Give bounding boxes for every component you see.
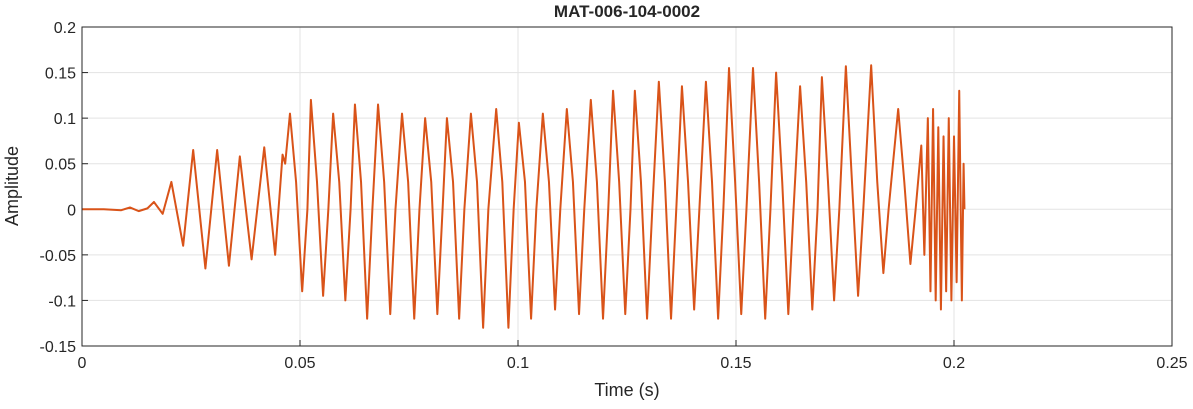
x-tick-label: 0 <box>78 355 87 372</box>
axes-box <box>81 26 1173 347</box>
y-axis-label: Amplitude <box>2 146 22 226</box>
x-tick-label: 0.15 <box>720 355 751 372</box>
y-tick-label: 0.2 <box>54 20 76 37</box>
y-tick-label: 0 <box>67 202 76 219</box>
x-tick-label: 0.05 <box>284 355 315 372</box>
chart-title: MAT-006-104-0002 <box>554 2 700 21</box>
y-tick-label: 0.1 <box>54 111 76 128</box>
y-tick-label: -0.05 <box>40 248 77 265</box>
x-tick-label: 0.25 <box>1156 355 1187 372</box>
x-tick-label: 0.1 <box>507 355 529 372</box>
y-tick-label: 0.05 <box>45 157 76 174</box>
y-tick-label: 0.15 <box>45 66 76 83</box>
y-tick-label: -0.15 <box>40 339 77 356</box>
x-axis-label: Time (s) <box>594 380 659 400</box>
y-tick-label: -0.1 <box>48 293 76 310</box>
waveform-line <box>82 64 966 329</box>
x-tick-label: 0.2 <box>943 355 965 372</box>
